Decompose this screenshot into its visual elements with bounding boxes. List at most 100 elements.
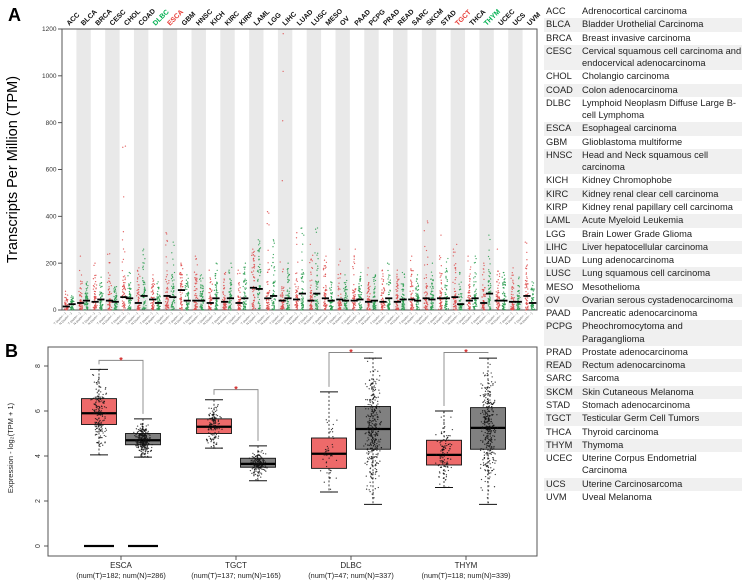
legend-name: Thyroid carcinoma [582,426,659,437]
legend-row-HNSC: HNSC Head and Neck squamous cell carcinom… [544,148,742,175]
legend-abbr: BLCA [546,19,571,30]
sig-asterisk: * [464,348,468,358]
legend-abbr: LUSC [546,268,571,279]
legend-name: Pancreatic adenocarcinoma [582,308,698,319]
strip-PAAD [350,248,364,311]
svg-text:600: 600 [46,167,57,174]
legend-abbr: THYM [546,439,573,450]
legend-name: Testicular Germ Cell Tumors [582,413,700,424]
strip-THYM [480,234,494,311]
legend-name: Ovarian serous cystadenocarcinoma [582,294,733,305]
svg-text:2: 2 [35,499,42,503]
strip-KIRP [235,262,249,311]
legend-row-CHOL: CHOL Cholangio carcinoma [544,70,742,83]
panel-a-category-labels: ACCBLCABRCACESCCHOLCOADDLBCESCAGBMHNSCKI… [66,7,543,27]
svg-text:8: 8 [35,364,42,368]
legend-name: Skin Cutaneous Melanoma [582,386,694,397]
strip-UVM [523,241,537,311]
legend-row-PCPG: PCPG Pheochromocytoma and Paraganglioma [544,320,742,346]
panel-a-bands [76,29,523,310]
boxgroup-THYM: * THYM(num(T)=118; num(N)=339) [421,348,510,581]
strip-MESO [321,255,335,311]
panel-b-y-axis: 0 2 4 6 8 [35,364,48,548]
boxgroup-DLBC: * DLBC(num(T)=47; num(N)=337) [308,348,394,581]
legend-abbr: UVM [546,491,567,502]
legend-row-GBM: GBM Glioblastoma multiforme [544,136,742,149]
legend-abbr: GBM [546,136,568,147]
strip-READ [393,269,407,311]
panel-b-y-title: Expression - log₂(TPM + 1) [6,402,15,493]
legend-abbr: CESC [546,45,572,56]
legend-row-PRAD: PRAD Prostate adenocarcinoma [544,346,742,359]
legend-abbr: COAD [546,84,573,95]
legend-row-TGCT: TGCT Testicular Germ Cell Tumors [544,412,742,426]
legend-row-ACC: ACC Adrenocortical carcinoma [544,5,742,18]
strip-LUSC [307,227,321,311]
legend-row-KICH: KICH Kidney Chromophobe [544,174,742,187]
legend-name: Bladder Urothelial Carcinoma [582,19,704,30]
legend-abbr: SARC [546,373,572,384]
legend-row-DLBC: DLBC Lymphoid Neoplasm Diffuse Large B-ce… [544,97,742,123]
legend-row-STAD: STAD Stomach adenocarcinoma [544,399,742,412]
strip-CESC [105,253,119,311]
strip-ACC [62,290,76,311]
group-name: DLBC [340,561,362,570]
legend-abbr: DLBC [546,97,571,108]
strip-SKCM [422,220,436,311]
legend-row-UCS: UCS Uterine Carcinosarcoma [544,477,742,491]
strip-KICH [206,262,220,311]
legend-name: Lung adenocarcinoma [582,255,675,266]
group-name: TGCT [225,561,247,570]
strip-TGCT [451,243,465,311]
legend-row-LAML: LAML Acute Myeloid Leukemia [544,214,742,228]
boxgroup-ESCA: * ESCA(num(T)=182; num(N)=286) [76,355,166,580]
legend-abbr: UCEC [546,453,573,464]
legend-row-MESO: MESO Mesothelioma [544,281,742,294]
strip-BLCA [77,255,91,311]
panel-a-y-title: Transcripts Per Million (TPM) [5,76,21,263]
strip-UCEC [494,248,508,311]
strip-THCA [465,255,479,311]
strip-DLBC [149,274,163,311]
legend-name: Esophageal carcinoma [582,123,677,134]
legend-row-UVM: UVM Uveal Melanoma [544,491,742,504]
svg-text:200: 200 [46,260,57,267]
svg-text:LIHC: LIHC [282,11,299,28]
group-name: ESCA [110,561,132,570]
strip-SARC [408,255,422,311]
legend-abbr: TGCT [546,413,572,424]
legend-abbr: MESO [546,281,574,292]
strip-ESCA [163,232,177,311]
legend-abbr: KIRP [546,201,568,212]
legend-name: Brain Lower Grade Glioma [582,228,693,239]
sig-asterisk: * [119,355,123,365]
strip-COAD [134,248,148,311]
legend-name: Lung squamous cell carcinoma [582,268,711,279]
legend-abbr: LAML [546,215,571,226]
svg-text:0: 0 [35,544,42,548]
strip-LUAD [293,227,306,311]
cancer-abbreviation-legend: ACC Adrenocortical carcinoma BLCA Bladder U… [544,5,742,504]
legend-name: Rectum adenocarcinoma [582,360,686,371]
strip-LIHC [278,33,292,311]
legend-abbr: ESCA [546,123,572,134]
legend-abbr: KICH [546,175,569,186]
group-counts: (num(T)=137; num(N)=165) [191,571,281,580]
svg-text:6: 6 [35,409,42,413]
legend-name: Cholangio carcinoma [582,71,670,82]
strip-GBM [177,262,191,311]
legend-name: Pheochromocytoma and Paraganglioma [582,321,683,344]
legend-name: Colon adenocarcinoma [582,84,678,95]
group-counts: (num(T)=47; num(N)=337) [308,571,394,580]
strip-UCS [508,267,522,311]
legend-name: Uterine Carcinosarcoma [582,478,683,489]
svg-text:ACC: ACC [66,12,82,28]
legend-abbr: KIRC [546,188,569,199]
strip-LGG [264,211,278,311]
legend-name: Kidney Chromophobe [582,175,672,186]
legend-row-THCA: THCA Thyroid carcinoma [544,426,742,439]
sig-asterisk: * [234,385,238,395]
legend-abbr: PRAD [546,346,572,357]
legend-abbr: THCA [546,426,572,437]
